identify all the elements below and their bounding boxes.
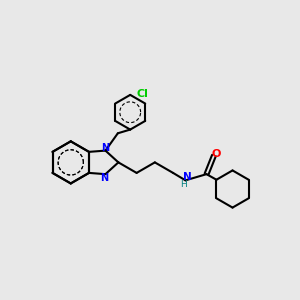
Text: N: N xyxy=(100,173,108,183)
Text: N: N xyxy=(101,142,110,153)
Text: N: N xyxy=(183,172,192,182)
Text: O: O xyxy=(212,149,221,159)
Text: Cl: Cl xyxy=(136,89,148,99)
Text: H: H xyxy=(180,180,187,189)
